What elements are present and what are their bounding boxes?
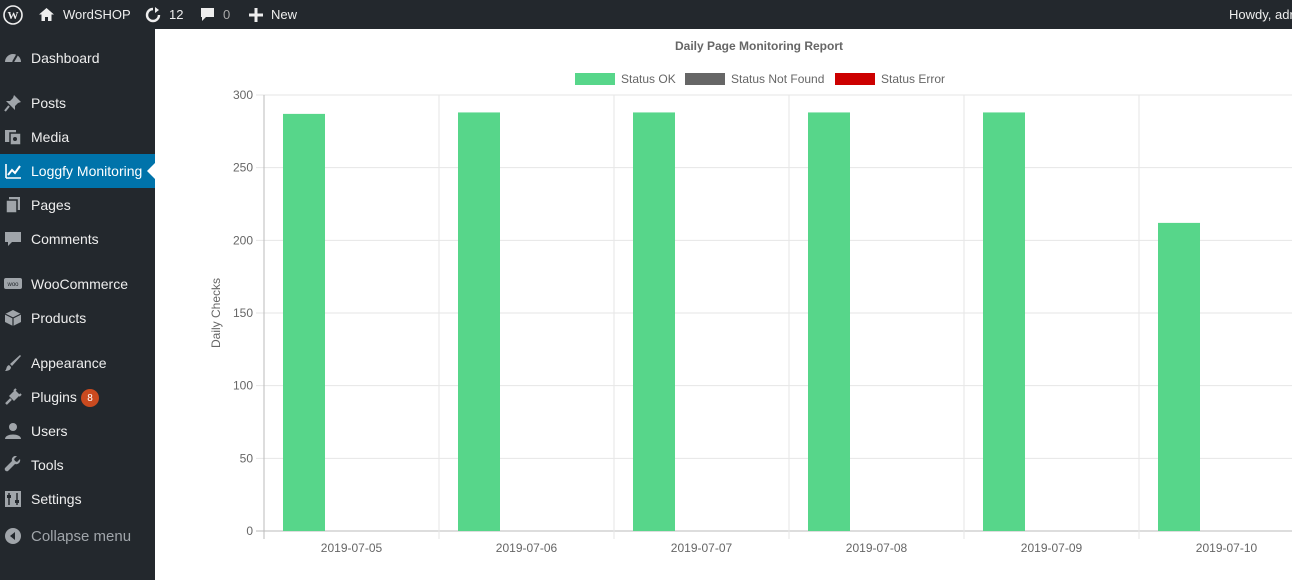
comment-icon	[4, 230, 22, 248]
dashboard-icon	[4, 49, 22, 67]
x-tick-label: 2019-07-07	[671, 541, 733, 555]
y-tick-label: 150	[233, 306, 253, 320]
menu-item-media[interactable]: Media	[0, 120, 155, 154]
menu-label: Appearance	[31, 355, 107, 371]
admin-sidebar: Dashboard Posts Media Loggfy Monitoring …	[0, 29, 155, 580]
x-tick-label: 2019-07-09	[1021, 541, 1083, 555]
plus-icon	[249, 7, 263, 22]
menu-label: Products	[31, 310, 87, 326]
admin-bar: W WordSHOP 12 0 New Howdy, adr	[0, 0, 1292, 29]
new-label: New	[271, 7, 298, 22]
x-tick-label: 2019-07-08	[846, 541, 908, 555]
howdy-text: Howdy, adr	[1229, 7, 1292, 22]
x-tick-label: 2019-07-05	[321, 541, 383, 555]
bar-status-ok[interactable]	[458, 112, 500, 531]
menu-item-users[interactable]: Users	[0, 414, 155, 448]
wrench-icon	[4, 455, 22, 474]
legend-label[interactable]: Status Error	[881, 72, 945, 86]
menu-label: Pages	[31, 197, 71, 213]
menu-item-posts[interactable]: Posts	[0, 86, 155, 120]
pin-icon	[4, 94, 22, 112]
comment-bubble-icon	[200, 7, 215, 22]
menu-label: Loggfy Monitoring	[31, 163, 143, 179]
menu-item-appearance[interactable]: Appearance	[0, 346, 155, 380]
menu-label: WooCommerce	[31, 276, 128, 292]
x-tick-label: 2019-07-10	[1196, 541, 1258, 555]
box-icon	[4, 309, 22, 327]
chart-bars	[283, 112, 1200, 532]
menu-item-dashboard[interactable]: Dashboard	[0, 41, 155, 75]
bar-status-ok[interactable]	[283, 113, 325, 531]
menu-item-settings[interactable]: Settings	[0, 482, 155, 516]
menu-item-tools[interactable]: Tools	[0, 448, 155, 482]
menu-label: Users	[31, 423, 68, 439]
menu-item-loggfy-monitoring[interactable]: Loggfy Monitoring	[0, 154, 155, 188]
collapse-menu-button[interactable]: Collapse menu	[0, 519, 155, 553]
y-tick-label: 100	[233, 379, 253, 393]
woocommerce-icon: woo	[4, 275, 22, 293]
legend-label[interactable]: Status OK	[621, 72, 676, 86]
plugins-update-badge: 8	[81, 389, 99, 407]
menu-label: Settings	[31, 491, 82, 507]
y-axis-label: Daily Checks	[209, 278, 223, 348]
y-axis-ticks: 0 50 100 150 200 250 300	[233, 88, 253, 538]
legend-swatch	[575, 73, 615, 85]
site-name-link[interactable]: WordSHOP	[38, 0, 131, 29]
menu-label: Comments	[31, 231, 99, 247]
y-tick-label: 300	[233, 88, 253, 102]
pages-icon	[4, 196, 22, 214]
updates-link[interactable]: 12	[144, 0, 183, 29]
y-tick-label: 250	[233, 161, 253, 175]
menu-label: Plugins	[31, 389, 77, 405]
media-icon	[4, 128, 22, 146]
x-tick-label: 2019-07-06	[496, 541, 558, 555]
legend-label[interactable]: Status Not Found	[731, 72, 824, 86]
y-tick-label: 50	[240, 451, 254, 465]
svg-text:woo: woo	[6, 282, 19, 288]
collapse-arrow-icon	[4, 527, 22, 545]
user-icon	[4, 422, 22, 440]
menu-item-woocommerce[interactable]: woo WooCommerce	[0, 267, 155, 301]
comments-link[interactable]: 0	[200, 0, 230, 29]
bar-status-ok[interactable]	[983, 112, 1025, 531]
chart-title: Daily Page Monitoring Report	[675, 39, 843, 53]
site-name: WordSHOP	[63, 7, 131, 22]
y-tick-label: 200	[233, 233, 253, 247]
legend-swatch	[685, 73, 725, 85]
menu-item-pages[interactable]: Pages	[0, 188, 155, 222]
menu-item-plugins[interactable]: Plugins 8	[0, 380, 155, 414]
menu-item-comments[interactable]: Comments	[0, 222, 155, 256]
wordpress-logo-icon[interactable]: W	[3, 0, 23, 29]
chart-grid	[256, 94, 1292, 539]
menu-item-products[interactable]: Products	[0, 301, 155, 335]
legend-swatch	[835, 73, 875, 85]
collapse-menu-label: Collapse menu	[31, 527, 132, 545]
chart-line-icon	[4, 162, 22, 180]
updates-icon	[144, 6, 162, 23]
plug-icon	[4, 388, 22, 406]
bar-status-ok[interactable]	[1158, 222, 1200, 532]
home-icon	[38, 7, 55, 22]
new-content-link[interactable]: New	[249, 0, 297, 29]
howdy-account-link[interactable]: Howdy, adr	[1229, 0, 1292, 29]
daily-monitoring-chart: Daily Page Monitoring Report Status OK St…	[209, 39, 1292, 555]
bar-status-ok[interactable]	[808, 112, 850, 531]
y-tick-label: 0	[246, 524, 253, 538]
main-content: Daily Page Monitoring Report Status OK St…	[155, 29, 1292, 580]
menu-label: Media	[31, 129, 70, 145]
bar-status-ok[interactable]	[633, 112, 675, 531]
comments-count: 0	[223, 7, 231, 22]
brush-icon	[4, 354, 22, 372]
x-axis-ticks: 2019-07-05 2019-07-06 2019-07-07 2019-07-08…	[321, 541, 1258, 555]
updates-count: 12	[169, 7, 184, 22]
menu-label: Posts	[31, 95, 67, 111]
menu-label: Dashboard	[31, 50, 100, 66]
svg-text:W: W	[8, 10, 19, 22]
settings-icon	[4, 490, 22, 508]
chart-legend: Status OK Status Not Found Status Error	[575, 72, 945, 86]
menu-label: Tools	[31, 457, 64, 473]
